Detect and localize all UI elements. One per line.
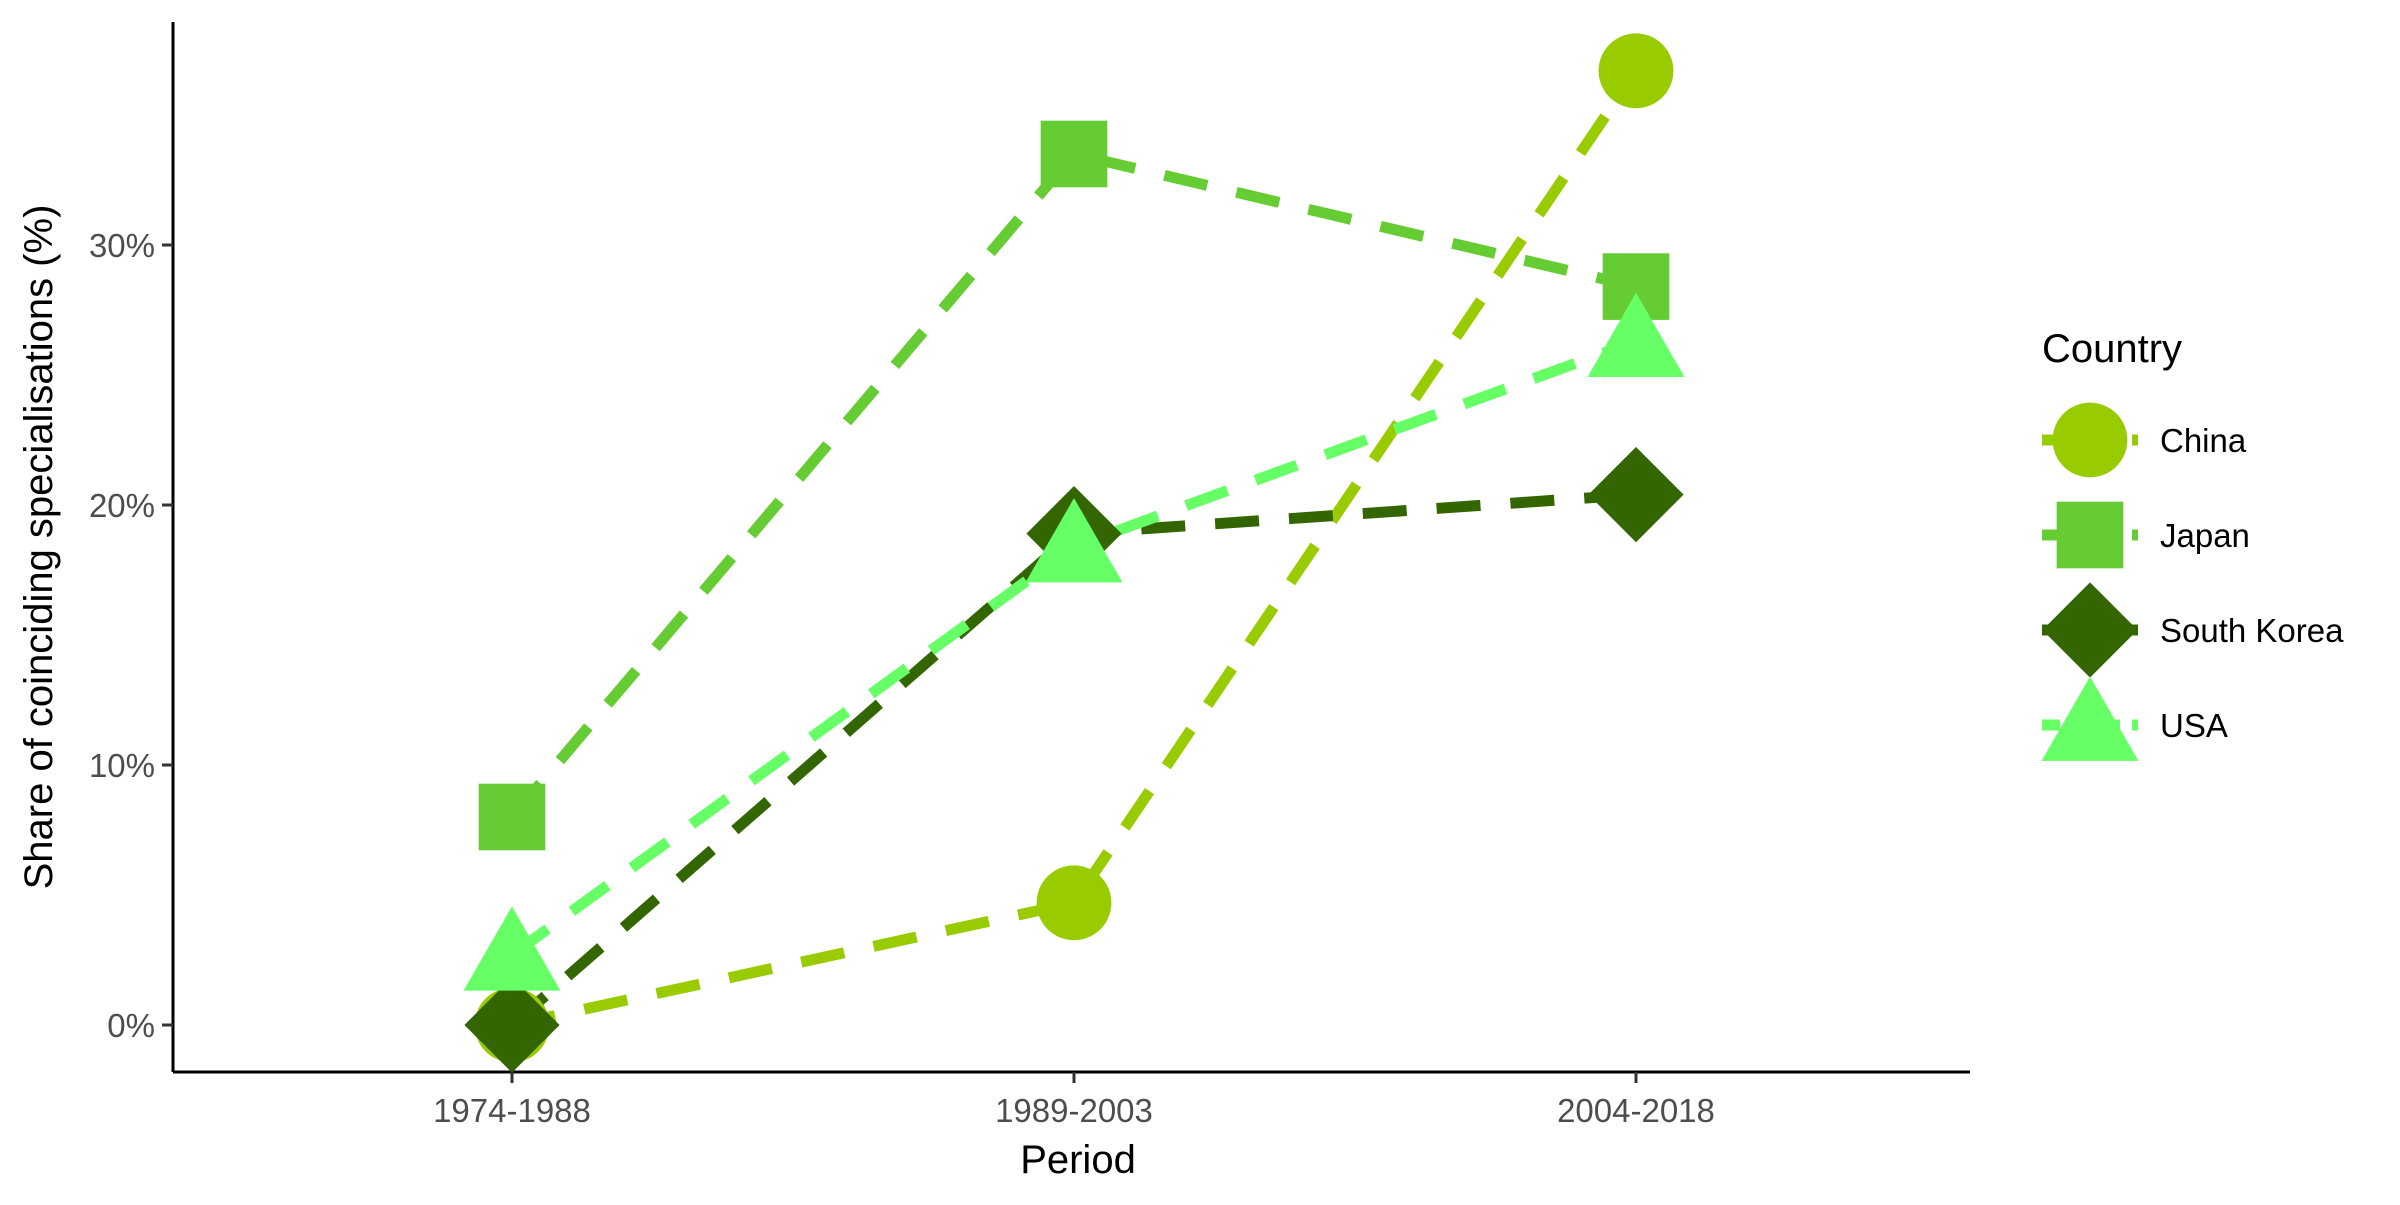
- legend-label-japan: Japan: [2160, 517, 2250, 554]
- legend: Country China Japan South Korea USA: [2041, 327, 2344, 761]
- legend-label-usa: USA: [2160, 707, 2228, 744]
- series-points: [463, 33, 1685, 1073]
- y-axis-title: Share of coinciding specialisations (%): [17, 205, 61, 890]
- data-point-china: [1036, 865, 1112, 941]
- legend-key-marker-usa: [2041, 676, 2139, 761]
- legend-label-china: China: [2160, 422, 2247, 459]
- legend-title: Country: [2042, 327, 2182, 371]
- y-tick-label: 0%: [107, 1007, 155, 1044]
- legend-key-marker-south-korea: [2042, 582, 2138, 678]
- data-point-japan: [1040, 120, 1108, 188]
- series-line-japan: [507, 148, 1638, 821]
- y-tick-label: 10%: [89, 747, 155, 784]
- data-point-south-korea: [1588, 447, 1684, 543]
- data-point-china: [1598, 33, 1674, 109]
- series-line-china: [510, 67, 1641, 1031]
- axes: 0% 10% 20% 30% 1974-1988 1989-2003 2004-2018: [89, 22, 1970, 1129]
- series-line-usa: [508, 336, 1638, 960]
- x-tick-label: 1989-2003: [995, 1092, 1153, 1129]
- legend-label-south-korea: South Korea: [2160, 612, 2344, 649]
- data-point-south-korea: [464, 977, 560, 1073]
- data-point-usa: [463, 906, 561, 991]
- data-point-usa: [1025, 498, 1123, 583]
- y-tick-label: 30%: [89, 227, 155, 264]
- legend-key-marker-japan: [2056, 501, 2124, 569]
- data-point-usa: [1587, 292, 1685, 378]
- data-point-japan: [478, 783, 546, 851]
- x-tick-label: 1974-1988: [433, 1092, 591, 1129]
- x-axis-title: Period: [1020, 1138, 1136, 1182]
- x-tick-label: 2004-2018: [1557, 1092, 1715, 1129]
- legend-key-marker-china: [2052, 402, 2128, 478]
- y-tick-label: 20%: [89, 487, 155, 524]
